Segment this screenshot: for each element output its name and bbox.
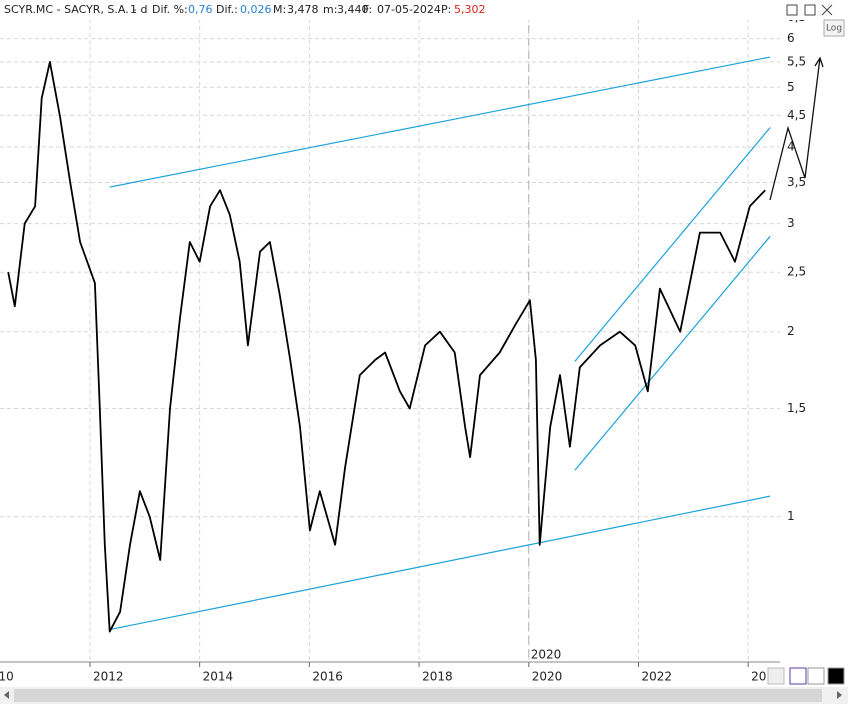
label: Dif.: (216, 3, 238, 16)
price-line (7, 61, 766, 633)
period: 1 d (130, 3, 147, 16)
close-button[interactable] (821, 4, 833, 16)
x-tick-label: 2014 (203, 670, 234, 684)
y-tick-label: 4 (787, 139, 795, 153)
value: 3,440 (337, 3, 369, 16)
maximize-button[interactable] (804, 4, 816, 16)
save-button[interactable] (789, 667, 807, 685)
header-bar (0, 0, 848, 20)
y-tick-label: 6 (787, 31, 795, 45)
forecast-arrow (769, 57, 821, 201)
minimize-button[interactable] (786, 4, 798, 16)
tool-button[interactable] (767, 667, 785, 685)
y-tick-label: 3,5 (787, 175, 806, 189)
trend-line (574, 127, 771, 362)
label: F: (363, 3, 372, 16)
value: 07-05-2024 (377, 3, 441, 16)
x-tick-label: 2018 (422, 670, 453, 684)
label: m: (323, 3, 337, 16)
pin-button[interactable] (807, 667, 825, 685)
value: 0,026 (240, 3, 272, 16)
y-tick-label: 3 (787, 216, 795, 230)
arrow-head (814, 56, 824, 68)
label: Dif. %: (152, 3, 188, 16)
y-tick-label: 2 (787, 324, 795, 338)
date-marker-label: 2020 (531, 648, 562, 662)
x-tick-label: 2016 (312, 670, 343, 684)
symbol: SCYR.MC - SACYR, S.A. - (4, 3, 136, 16)
x-tick-label: 2012 (93, 670, 124, 684)
trend-line (109, 56, 771, 188)
trend-line (109, 495, 771, 631)
y-tick-label: 1,5 (787, 401, 806, 415)
trend-line (574, 235, 771, 471)
log-button[interactable] (823, 19, 845, 37)
x-tick-label: 2022 (641, 670, 672, 684)
color-button[interactable] (827, 667, 845, 685)
x-tick-label: 2010 (0, 670, 14, 684)
label: M: (273, 3, 286, 16)
value: 5,302 (454, 3, 486, 16)
label: P: (441, 3, 451, 16)
y-tick-label: 4,5 (787, 108, 806, 122)
plot-area: 2020 (0, 12, 780, 662)
y-tick-label: 2,5 (787, 265, 806, 279)
value: 0,76 (188, 3, 213, 16)
value: 3,478 (287, 3, 319, 16)
y-tick-label: 5,5 (787, 54, 806, 68)
scroll-thumb[interactable] (14, 689, 822, 702)
log-button-label: Log (826, 24, 842, 34)
x-tick-label: 2020 (532, 670, 563, 684)
y-tick-label: 5 (787, 80, 795, 94)
y-tick-label: 1 (787, 509, 795, 523)
